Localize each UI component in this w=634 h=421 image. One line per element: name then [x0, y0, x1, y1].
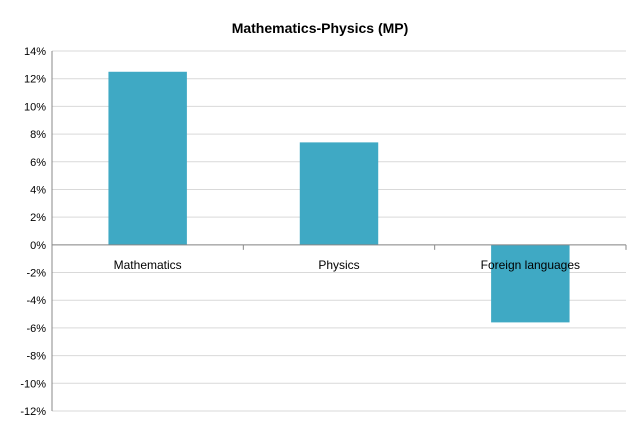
x-axis-categories: Mathematics Physics Foreign languages	[114, 244, 627, 272]
y-tick-label: 2%	[30, 212, 46, 224]
x-category-label: Foreign languages	[481, 258, 580, 272]
y-tick-label: 0%	[30, 240, 46, 252]
chart-title: Mathematics-Physics (MP)	[232, 20, 409, 36]
y-tick-label: -6%	[26, 323, 46, 335]
y-tick-label: -2%	[26, 268, 46, 280]
y-tick-label: 14%	[24, 46, 46, 58]
x-category-label: Mathematics	[114, 258, 182, 272]
bars	[108, 71, 570, 323]
y-tick-label: -4%	[26, 295, 46, 307]
y-tick-label: -12%	[20, 406, 46, 418]
y-axis-ticks: 14% 12% 10% 8% 6% 4% 2% 0% -2% -4% -6% -8% -10% -12%	[20, 46, 46, 418]
y-tick-label: -8%	[26, 351, 46, 363]
y-tick-label: 6%	[30, 157, 46, 169]
bar-physics	[299, 142, 379, 245]
x-category-label: Physics	[318, 258, 359, 272]
y-tick-label: 8%	[30, 129, 46, 141]
y-tick-label: -10%	[20, 378, 46, 390]
bar-foreign-languages	[491, 244, 570, 323]
y-tick-label: 4%	[30, 184, 46, 196]
bar-mathematics	[108, 71, 187, 245]
y-tick-label: 10%	[24, 101, 46, 113]
y-tick-label: 12%	[24, 74, 46, 86]
